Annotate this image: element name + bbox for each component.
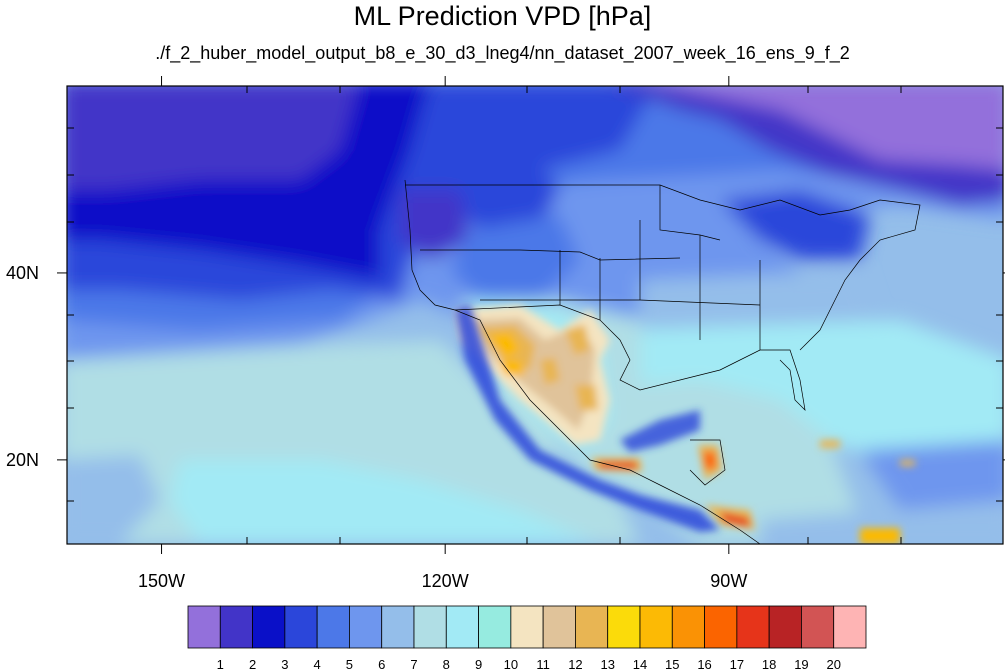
- y-tick-label: 40N: [6, 263, 39, 283]
- colorbar-label: 10: [504, 657, 518, 672]
- colorbar-label: 5: [346, 657, 353, 672]
- colorbar-label: 14: [633, 657, 647, 672]
- colorbar-swatch: [413, 605, 447, 649]
- colorbar-swatch: [381, 605, 415, 649]
- colorbar-swatch: [284, 605, 318, 649]
- colorbar-label: 18: [762, 657, 776, 672]
- colorbar-label: 3: [281, 657, 288, 672]
- colorbar-swatch: [252, 605, 286, 649]
- colorbar-label: 13: [600, 657, 614, 672]
- colorbar-swatch: [639, 605, 673, 649]
- x-tick-label: 90W: [710, 571, 747, 591]
- colorbar-swatch: [671, 605, 705, 649]
- axis-ticks: 150W 120W 90W 40N 20N: [6, 76, 1005, 591]
- colorbar-swatch: [478, 605, 512, 649]
- colorbar-swatch: [316, 605, 350, 649]
- colorbar-swatch: [349, 605, 383, 649]
- colorbar-swatch: [704, 605, 738, 649]
- colorbar-label: 1: [217, 657, 224, 672]
- country-outlines: [404, 179, 921, 544]
- colorbar-swatch: [219, 605, 253, 649]
- colorbar-label: 7: [410, 657, 417, 672]
- colorbar-label: 17: [730, 657, 744, 672]
- colorbar-swatch: [768, 605, 802, 649]
- vpd-field: [67, 86, 1003, 544]
- colorbar-label: 9: [475, 657, 482, 672]
- colorbar-label: 19: [794, 657, 808, 672]
- colorbar: 1 2 3 4 5 6 7 8 9 10 11 12 13 14 15 16 17 18 19 20: [187, 605, 867, 672]
- colorbar-swatch: [445, 605, 479, 649]
- colorbar-swatch: [187, 605, 221, 649]
- colorbar-label: 2: [249, 657, 256, 672]
- colorbar-label: 4: [314, 657, 321, 672]
- colorbar-swatch: [736, 605, 770, 649]
- colorbar-swatch: [575, 605, 609, 649]
- colorbar-swatch: [510, 605, 544, 649]
- y-tick-label: 20N: [6, 450, 39, 470]
- x-tick-label: 150W: [138, 571, 185, 591]
- chart-subtitle: ./f_2_huber_model_output_b8_e_30_d3_lneg…: [155, 43, 850, 63]
- colorbar-label: 11: [536, 657, 550, 672]
- chart-title: ML Prediction VPD [hPa]: [353, 1, 652, 31]
- x-tick-label: 120W: [422, 571, 469, 591]
- colorbar-label: 8: [443, 657, 450, 672]
- colorbar-swatch: [833, 605, 867, 649]
- colorbar-label: 16: [697, 657, 711, 672]
- colorbar-label: 12: [568, 657, 582, 672]
- colorbar-label: 6: [378, 657, 385, 672]
- colorbar-label: 20: [826, 657, 840, 672]
- colorbar-swatch: [542, 605, 576, 649]
- colorbar-swatch: [607, 605, 641, 649]
- minor-ticks: [67, 86, 1003, 544]
- colorbar-label: 15: [665, 657, 679, 672]
- colorbar-swatch: [801, 605, 835, 649]
